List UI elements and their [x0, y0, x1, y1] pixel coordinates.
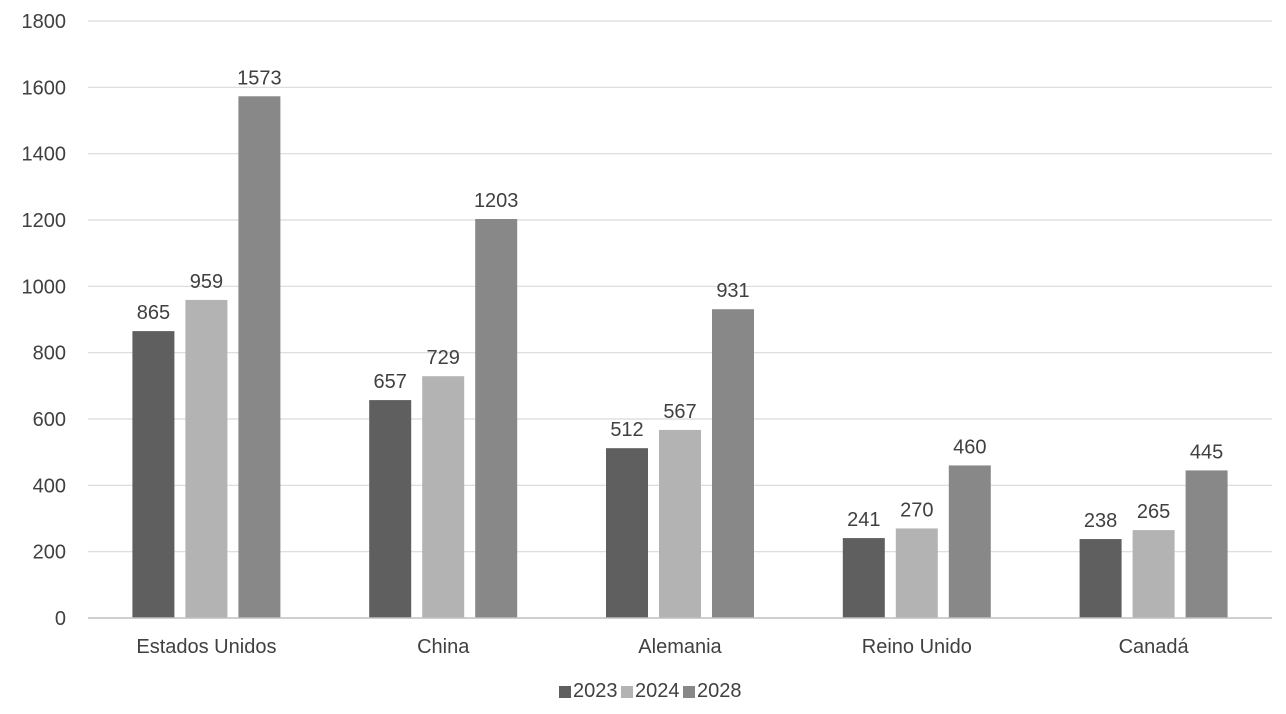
- y-tick-label: 600: [33, 409, 66, 431]
- data-label: 729: [427, 347, 460, 369]
- y-tick-label: 1400: [22, 144, 67, 166]
- y-tick-label: 200: [33, 542, 66, 564]
- bar: [842, 538, 885, 618]
- bar: [1132, 530, 1175, 618]
- data-label: 959: [190, 271, 223, 293]
- gridlines: [88, 20, 1272, 553]
- bar: [422, 376, 465, 618]
- bar: [895, 528, 938, 618]
- y-tick-label: 400: [33, 475, 66, 497]
- bar: [659, 429, 701, 618]
- bar: [132, 331, 175, 618]
- y-tick-label: 1600: [22, 77, 67, 99]
- bar: [1185, 470, 1228, 618]
- x-tick-label: China: [417, 636, 470, 658]
- data-label: 265: [1137, 501, 1170, 523]
- legend-swatch: [559, 686, 571, 698]
- bar: [606, 448, 648, 618]
- bar: [475, 219, 518, 618]
- data-label: 567: [663, 401, 696, 423]
- data-label: 460: [953, 436, 986, 458]
- y-tick-label: 800: [33, 343, 66, 365]
- bar: [238, 96, 281, 618]
- legend-label: 2024: [635, 680, 680, 702]
- data-label: 445: [1190, 441, 1223, 463]
- x-axis: Estados Unidos China Alemania Reino Unido Ca…: [136, 636, 1189, 658]
- y-tick-label: 1800: [22, 11, 67, 33]
- data-label: 1573: [237, 67, 282, 89]
- x-tick-label: Estados Unidos: [136, 636, 276, 658]
- legend-label: 2028: [697, 680, 742, 702]
- data-label: 931: [716, 280, 749, 302]
- data-label: 512: [610, 419, 643, 441]
- legend-swatch: [683, 686, 695, 698]
- legend-label: 2023: [573, 680, 618, 702]
- x-tick-label: Alemania: [638, 636, 722, 658]
- data-labels: 865 959 1573 657 729 1203 512 567 931 241 270 460 23…: [137, 67, 1224, 532]
- bar: [948, 465, 991, 618]
- bar: [185, 299, 228, 618]
- bars: [132, 96, 1228, 618]
- y-tick-label: 1200: [22, 210, 67, 232]
- bar: [1079, 539, 1122, 618]
- x-tick-label: Canadá: [1119, 636, 1190, 658]
- data-label: 1203: [474, 190, 519, 212]
- data-label: 270: [900, 499, 933, 521]
- bar: [712, 309, 754, 618]
- y-tick-label: 0: [55, 608, 66, 630]
- data-label: 865: [137, 302, 170, 324]
- legend: 2023 2024 2028: [559, 680, 742, 702]
- y-axis: 0 200 400 600 800 1000 1200 1400 1600 1800: [22, 11, 67, 630]
- legend-swatch: [621, 686, 633, 698]
- x-tick-label: Reino Unido: [862, 636, 972, 658]
- data-label: 657: [374, 371, 407, 393]
- data-label: 241: [847, 509, 880, 531]
- y-tick-label: 1000: [22, 276, 67, 298]
- bar: [369, 400, 412, 618]
- data-label: 238: [1084, 510, 1117, 532]
- legend-item: 2023: [559, 680, 618, 702]
- legend-item: 2028: [683, 680, 742, 702]
- legend-item: 2024: [621, 680, 680, 702]
